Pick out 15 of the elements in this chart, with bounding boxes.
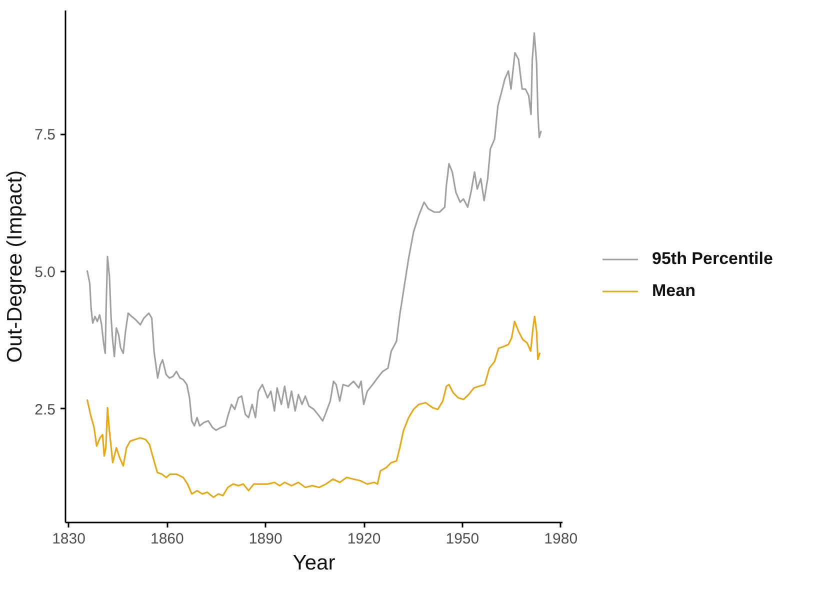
legend-label: 95th Percentile bbox=[652, 248, 773, 268]
line-series bbox=[86, 316, 541, 498]
y-axis-title: Out-Degree (Impact) bbox=[4, 170, 27, 363]
x-tick-label: 1890 bbox=[248, 530, 282, 548]
x-tick-label: 1920 bbox=[347, 530, 381, 548]
x-axis-title: Year bbox=[292, 552, 336, 574]
x-tick-label: 1950 bbox=[446, 530, 480, 548]
line-series bbox=[86, 32, 542, 432]
x-tick-label: 1830 bbox=[52, 530, 86, 548]
x-tick-label: 1980 bbox=[544, 530, 578, 548]
y-tick-label: 5.0 bbox=[34, 264, 56, 281]
y-tick-label: 2.5 bbox=[34, 401, 56, 418]
x-tick-label: 1860 bbox=[150, 530, 184, 548]
legend-label: Mean bbox=[652, 280, 696, 300]
y-tick-label: 7.5 bbox=[34, 126, 56, 144]
